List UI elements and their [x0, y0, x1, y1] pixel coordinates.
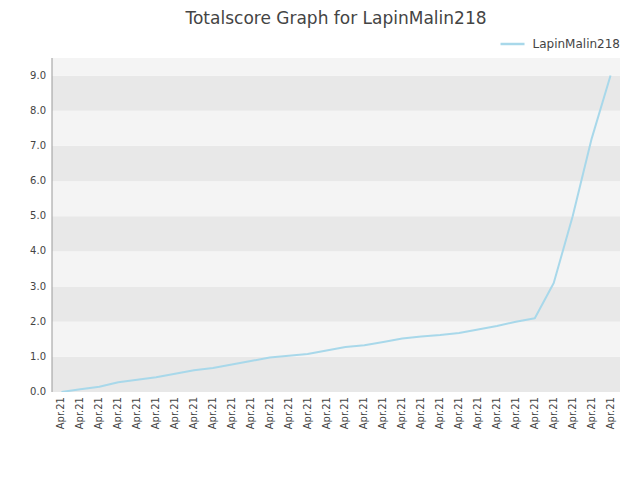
grid-band: [52, 58, 620, 76]
y-tick-label: 9.0: [30, 70, 46, 81]
grid-band: [52, 111, 620, 146]
chart: 0.0 1.0 2.0 3.0 4.0 5.0 6.0 7.0 8.0 9.0 Apr.21 Apr.…: [0, 0, 640, 480]
y-tick-label: 6.0: [30, 175, 46, 186]
x-tick-label: Apr.21: [55, 397, 66, 429]
legend-swatch: [501, 43, 525, 46]
x-tick-label: Apr.21: [567, 397, 578, 429]
x-tick-label: Apr.21: [188, 397, 199, 429]
grid: [52, 58, 620, 392]
grid-band: [52, 251, 620, 286]
grid-band: [52, 146, 620, 181]
x-tick-label: Apr.21: [74, 397, 85, 429]
x-tick-label: Apr.21: [226, 397, 237, 429]
y-tick-label: 7.0: [30, 140, 46, 151]
x-tick-label: Apr.21: [339, 397, 350, 429]
x-tick-label: Apr.21: [150, 397, 161, 429]
title: Totalscore Graph for LapinMalin218: [184, 8, 486, 28]
x-tick-label: Apr.21: [377, 397, 388, 429]
y-tick-label: 2.0: [30, 316, 46, 327]
x-tick-label: Apr.21: [529, 397, 540, 429]
y-tick-label: 8.0: [30, 105, 46, 116]
grid-band: [52, 357, 620, 392]
grid-band: [52, 76, 620, 111]
x-tick-label: Apr.21: [358, 397, 369, 429]
x-tick-label: Apr.21: [472, 397, 483, 429]
x-tick-label: Apr.21: [93, 397, 104, 429]
grid-band: [52, 181, 620, 216]
x-tick-label: Apr.21: [245, 397, 256, 429]
x-tick-label: Apr.21: [112, 397, 123, 429]
y-tick-label: 0.0: [30, 386, 46, 397]
x-tick-label: Apr.21: [453, 397, 464, 429]
grid-band: [52, 322, 620, 357]
x-tick-label: Apr.21: [415, 397, 426, 429]
x-tick-label: Apr.21: [302, 397, 313, 429]
x-tick-label: Apr.21: [283, 397, 294, 429]
legend: LapinMalin218: [501, 37, 620, 51]
x-tick-label: Apr.21: [169, 397, 180, 429]
x-tick-label: Apr.21: [548, 397, 559, 429]
x-tick-label: Apr.21: [586, 397, 597, 429]
x-tick-label: Apr.21: [264, 397, 275, 429]
x-tick-label: Apr.21: [396, 397, 407, 429]
x-tick-label: Apr.21: [434, 397, 445, 429]
y-tick-label: 5.0: [30, 210, 46, 221]
y-tick-label: 3.0: [30, 281, 46, 292]
x-tick-label: Apr.21: [491, 397, 502, 429]
grid-band: [52, 216, 620, 251]
x-tick-label: Apr.21: [207, 397, 218, 429]
y-tick-label: 1.0: [30, 351, 46, 362]
legend-label: LapinMalin218: [533, 37, 620, 51]
y-axis-line: [52, 58, 53, 392]
x-tick-label: Apr.21: [131, 397, 142, 429]
x-tick-label: Apr.21: [605, 397, 616, 429]
y-tick-label: 4.0: [30, 245, 46, 256]
series-group: [61, 76, 610, 392]
series-line: [61, 76, 610, 392]
x-tick-label: Apr.21: [510, 397, 521, 429]
x-tick-label: Apr.21: [321, 397, 332, 429]
